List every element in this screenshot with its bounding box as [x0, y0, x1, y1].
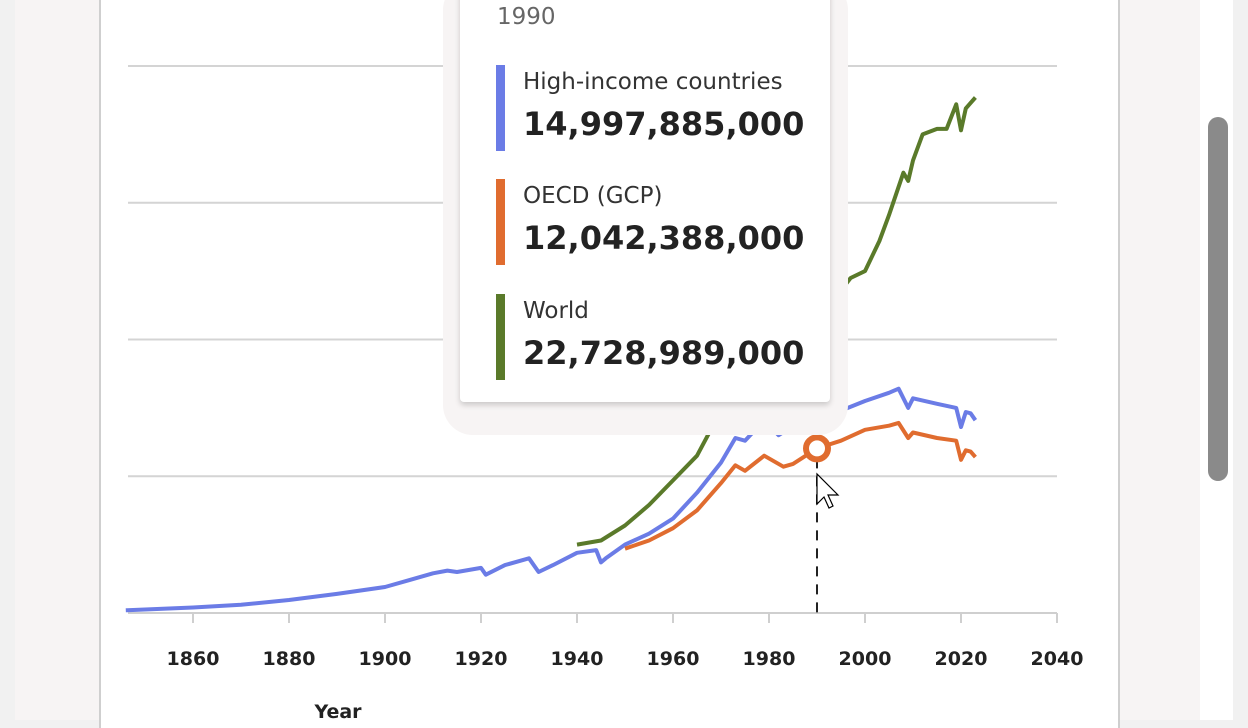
page-background-right	[1118, 0, 1200, 720]
tooltip-year: 1990	[497, 4, 556, 30]
series-color-swatch	[496, 294, 505, 380]
series-color-swatch	[496, 65, 505, 151]
tooltip-entry-high-income: High-income countries 14,997,885,000	[496, 65, 816, 151]
tooltip-entry-value: 12,042,388,000	[523, 219, 805, 257]
tooltip-entry-value: 22,728,989,000	[523, 334, 805, 372]
tooltip-entry-value: 14,997,885,000	[523, 105, 805, 143]
series-line-oecd-gcp[interactable]	[624, 420, 977, 551]
x-tick-label: 1980	[743, 648, 796, 670]
x-axis-title: Year	[313, 701, 362, 720]
hover-point-marker	[803, 434, 831, 463]
series-color-swatch	[496, 179, 505, 265]
x-tick-label: 2020	[935, 648, 988, 670]
hover-tooltip: 1990 High-income countries 14,997,885,00…	[460, 0, 830, 402]
x-tick-label: 1960	[647, 648, 700, 670]
tooltip-entry-world: World 22,728,989,000	[496, 294, 816, 380]
x-tick-label: 2000	[839, 648, 892, 670]
x-tick-label: 1900	[359, 648, 412, 670]
x-tick-label: 2040	[1031, 648, 1084, 670]
tooltip-entry-label: World	[523, 298, 589, 324]
tooltip-entry-label: High-income countries	[523, 69, 783, 95]
tooltip-entry-label: OECD (GCP)	[523, 183, 663, 209]
x-tick-label: 1940	[551, 648, 604, 670]
tooltip-entry-oecd: OECD (GCP) 12,042,388,000	[496, 179, 816, 265]
scrollbar-thumb[interactable]	[1208, 117, 1228, 481]
page-background-left	[15, 0, 100, 720]
x-tick-label: 1860	[167, 648, 220, 670]
series-line-world[interactable]	[576, 96, 977, 547]
series-line-high-income-countries[interactable]	[125, 386, 978, 613]
x-tick-label: 1920	[455, 648, 508, 670]
mouse-cursor-icon	[816, 472, 840, 509]
x-tick-label: 1880	[263, 648, 316, 670]
